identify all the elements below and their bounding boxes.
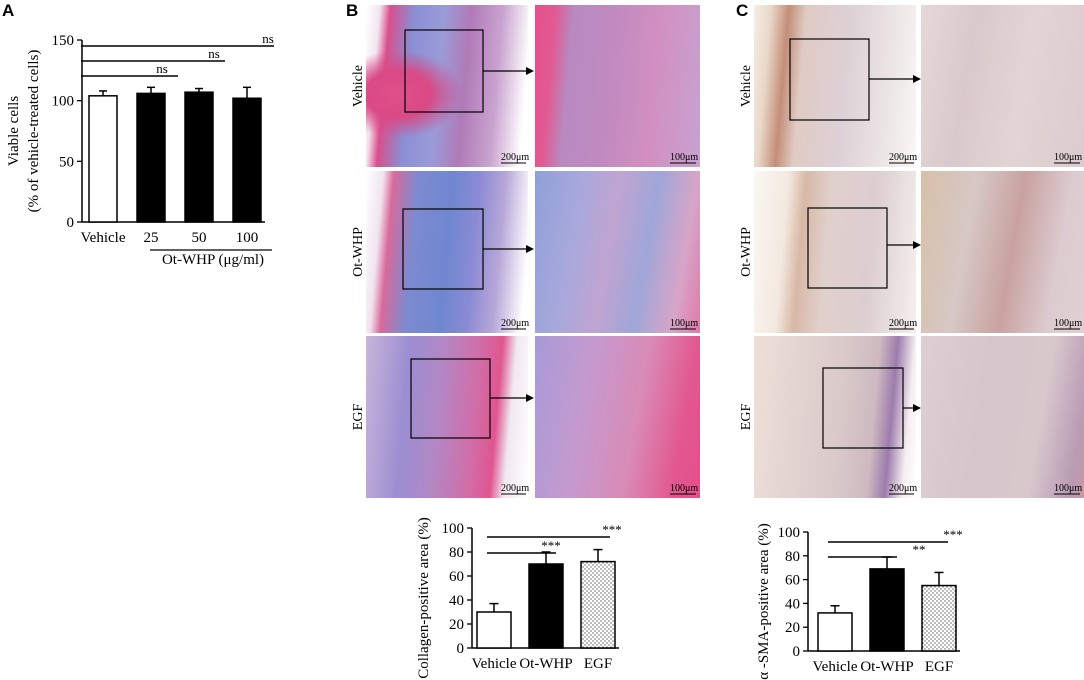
micrograph-c-otwhp-low [754,171,916,333]
y-tick-label: 150 [52,33,75,49]
bar-egf [580,560,616,649]
bar-vehicle [88,95,118,223]
micrograph-c-egf-low [754,336,916,498]
significance-label: *** [541,538,561,553]
y-tick-label: 100 [52,94,75,110]
x-axis-label: Ot-WHP (μg/ml) [162,252,264,268]
scale-bar-label: 100μm [670,483,698,494]
x-tick-label: Vehicle [472,656,517,672]
y-axis-label: Viable cells [6,96,22,166]
significance-label: ns [156,61,168,76]
chart-a-viability: 0 50 100 150 Vehicle 25 50 100 ns ns ns Viable cell… [6,31,274,268]
micrograph-b-egf-low [366,336,528,498]
micrograph-c-otwhp-high [921,171,1084,333]
scale-bars-c: 200μm 100μm 200μm 100μm 200μm 100μm [889,152,1082,495]
x-tick-label: 25 [144,230,159,246]
scale-bar-label: 200μm [501,483,529,494]
x-tick-label: Vehicle [813,659,858,675]
row-label-b-vehicle: Vehicle [351,65,366,107]
zoom-box [404,29,484,113]
scale-bar-label: 200μm [889,318,917,329]
y-axis-label: α -SMA-positive area (%) [756,523,772,680]
micrograph-b-vehicle-low [366,5,528,167]
arrowheads-b [526,67,534,402]
micrograph-b-egf-high [535,336,700,498]
y-tick-label: 40 [449,593,464,609]
panel-label-c: C [736,1,748,20]
x-tick-label: 50 [192,230,207,246]
zoom-box [410,358,491,439]
y-tick-label: 80 [785,549,800,565]
x-tick-label: EGF [925,659,953,675]
micrograph-b-otwhp-low [366,171,528,333]
row-label-b-egf: EGF [351,404,366,431]
bar-ot-whp [528,563,564,649]
micrograph-c-vehicle-high [921,5,1084,167]
y-tick-label: 0 [67,215,75,231]
significance-label: ** [913,542,926,557]
row-label-b-otwhp: Ot-WHP [351,227,366,277]
bar-100 [232,97,262,223]
zoom-box [789,38,870,121]
micrograph-b-vehicle-high [535,5,700,167]
row-label-c-egf: EGF [739,404,754,431]
x-tick-label: EGF [584,656,612,672]
x-tick-label: Vehicle [81,230,126,246]
scale-bar-label: 100μm [1054,152,1082,163]
scale-bar-label: 200μm [889,152,917,163]
zoom-indicators-c [789,38,915,449]
x-tick-label: Ot-WHP [519,656,572,672]
y-tick-label: 40 [785,596,800,612]
micrograph-c-egf-high [921,336,1084,498]
chart-b-collagen: 0 20 40 60 80 100 Vehicle Ot-WHP EGF *** *** Collag… [416,517,622,679]
scale-bar-label: 100μm [670,152,698,163]
scale-bar-label: 200μm [889,483,917,494]
y-tick-label: 0 [793,644,801,660]
row-label-c-vehicle: Vehicle [739,65,754,107]
y-tick-label: 0 [457,641,465,657]
scale-bar-label: 200μm [501,152,529,163]
bar-vehicle [476,611,512,649]
y-axis-label: (% of vehicle-treated cells) [26,50,42,213]
x-tick-label: Ot-WHP [860,659,913,675]
micrograph-c-vehicle-low [754,5,916,167]
significance-label: *** [602,522,622,537]
scale-bar-label: 200μm [501,318,529,329]
scale-bar-label: 100μm [1054,483,1082,494]
y-tick-label: 100 [442,521,465,537]
bar-vehicle [817,612,853,652]
zoom-box [822,367,904,449]
zoom-indicators-b [402,29,528,439]
scale-bar-label: 100μm [1054,318,1082,329]
significance-label: ns [208,46,220,61]
bar-ot-whp [869,568,905,652]
zoom-box [807,207,888,289]
y-tick-label: 60 [785,573,800,589]
bar-50 [184,91,214,223]
significance-label: ns [262,31,274,46]
bar-egf [921,584,957,652]
y-tick-label: 60 [449,569,464,585]
arrowheads-c [913,75,921,412]
x-tick-label: 100 [236,230,259,246]
significance-label: *** [943,527,963,542]
row-label-c-otwhp: Ot-WHP [739,227,754,277]
y-tick-label: 50 [59,154,74,170]
y-tick-label: 20 [449,617,464,633]
scale-bars-b: 200μm 100μm 200μm 100μm 200μm 100μm [501,152,698,495]
y-axis-label: Collagen-positive area (%) [416,517,432,679]
panel-label-b: B [346,1,358,20]
y-tick-label: 20 [785,620,800,636]
y-tick-label: 100 [778,525,801,541]
micrograph-b-otwhp-high [535,171,700,333]
scale-bar-label: 100μm [670,318,698,329]
bar-25 [136,92,166,223]
y-tick-label: 80 [449,545,464,561]
zoom-box [402,208,484,290]
panel-label-a: A [2,1,14,20]
